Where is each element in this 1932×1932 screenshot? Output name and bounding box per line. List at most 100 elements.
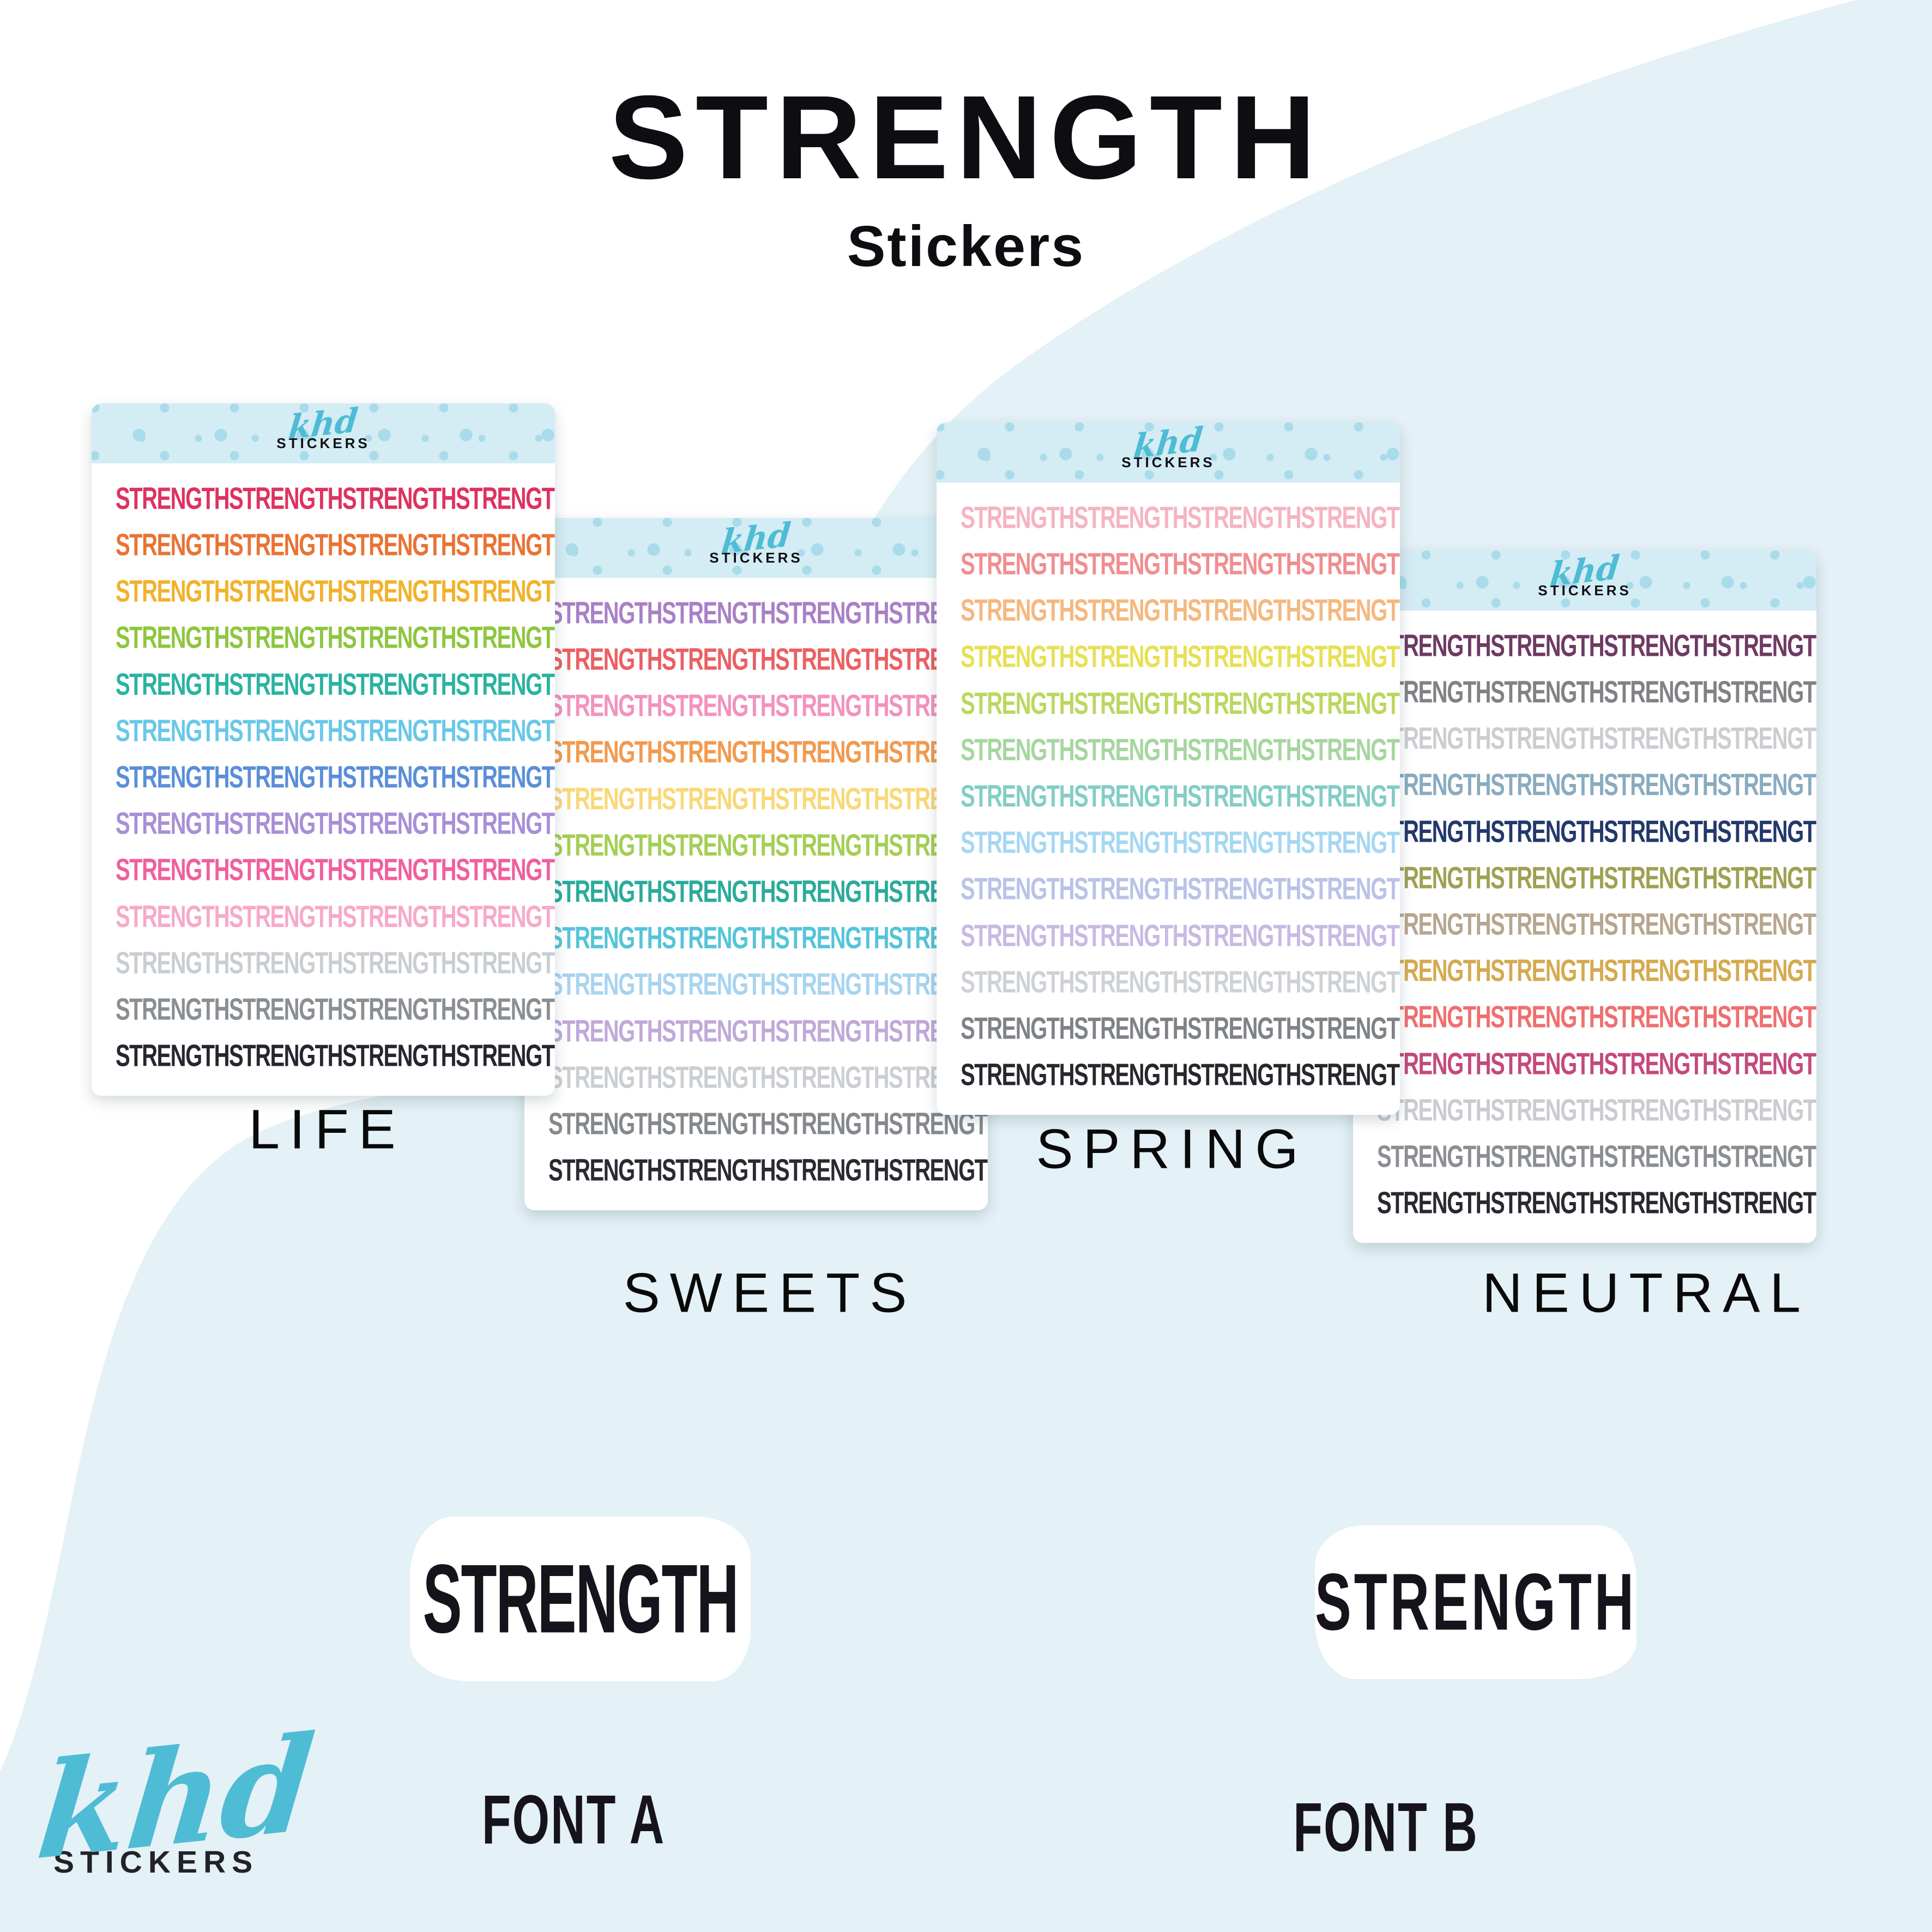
sticker-word: STRENGTH bbox=[1187, 640, 1302, 674]
sticker-word: STRENGTH bbox=[342, 946, 457, 981]
sticker-word: STRENGTH bbox=[342, 807, 457, 841]
sticker-word: STRENGTH bbox=[1604, 907, 1718, 942]
stickers-wordmark: STICKERS bbox=[1121, 454, 1215, 470]
sticker-word: STRENGTH bbox=[1301, 919, 1400, 953]
sticker-word: STRENGTH bbox=[1717, 721, 1816, 756]
sticker-word: STRENGTH bbox=[662, 828, 776, 863]
sticker-word: STRENGTH bbox=[116, 621, 230, 655]
sheet-header-dots-band: khd STICKERS bbox=[937, 422, 1400, 482]
page-subtitle: Stickers bbox=[847, 214, 1085, 279]
sticker-word: STRENGTH bbox=[662, 735, 776, 770]
sticker-word: STRENGTH bbox=[456, 667, 555, 702]
sticker-word: STRENGTH bbox=[229, 807, 343, 841]
sticker-word: STRENGTH bbox=[456, 992, 555, 1027]
khd-logo: khd STICKERS bbox=[1121, 422, 1215, 470]
stickers-wordmark: STICKERS bbox=[709, 550, 803, 566]
sticker-word: STRENGTH bbox=[1717, 954, 1816, 988]
sticker-word: STRENGTH bbox=[456, 946, 555, 981]
sticker-word: STRENGTH bbox=[116, 528, 230, 563]
sticker-word: STRENGTH bbox=[229, 899, 343, 934]
khd-script-wordmark: khd bbox=[1132, 422, 1205, 467]
sticker-word: STRENGTH bbox=[1490, 1139, 1605, 1174]
sticker-word: STRENGTH bbox=[662, 1014, 776, 1048]
sticker-word: STRENGTH bbox=[1490, 1000, 1605, 1035]
sticker-word: STRENGTH bbox=[961, 919, 1075, 953]
sticker-word: STRENGTH bbox=[1490, 675, 1605, 710]
sticker-word: STRENGTH bbox=[961, 686, 1075, 721]
sticker-word: STRENGTH bbox=[1301, 547, 1400, 582]
sticker-word: STRENGTH bbox=[116, 899, 230, 934]
sticker-word: STRENGTH bbox=[548, 1107, 663, 1142]
sticker-word: STRENGTH bbox=[342, 992, 457, 1027]
sticker-word: STRENGTH bbox=[1301, 593, 1400, 628]
sticker-word: STRENGTH bbox=[961, 500, 1075, 535]
sticker-word: STRENGTH bbox=[456, 899, 555, 934]
sticker-word: STRENGTH bbox=[1490, 1186, 1605, 1221]
diecut-sticker-font-a: STRENGTH bbox=[410, 1517, 751, 1681]
sticker-word: STRENGTH bbox=[1187, 733, 1302, 768]
sticker-word: STRENGTH bbox=[116, 1039, 230, 1073]
sticker-word: STRENGTH bbox=[1717, 768, 1816, 802]
sticker-word: STRENGTH bbox=[548, 921, 663, 956]
sticker-word: STRENGTH bbox=[775, 968, 890, 1002]
sticker-word: STRENGTH bbox=[229, 1039, 343, 1073]
font-a-label: FONT A bbox=[481, 1780, 666, 1859]
sticker-word: STRENGTH bbox=[229, 528, 343, 563]
sticker-sheet-life: khd STICKERS STRENGTH STRENGTH STRENGTH STR… bbox=[92, 403, 555, 1096]
sticker-word: STRENGTH bbox=[1490, 721, 1605, 756]
sticker-word: STRENGTH bbox=[1187, 1058, 1302, 1092]
sticker-word: STRENGTH bbox=[1604, 1047, 1718, 1081]
sticker-word: STRENGTH bbox=[456, 853, 555, 887]
sticker-word: STRENGTH bbox=[229, 667, 343, 702]
diecut-word-font-a: STRENGTH bbox=[422, 1543, 739, 1653]
sticker-word: STRENGTH bbox=[1301, 826, 1400, 860]
sticker-word: STRENGTH bbox=[1074, 872, 1188, 907]
sticker-word: STRENGTH bbox=[1717, 1000, 1816, 1035]
sheet-header-dots-band: khd STICKERS bbox=[524, 518, 988, 578]
sticker-word: STRENGTH bbox=[1377, 1139, 1492, 1174]
sheet-label-sweets: SWEETS bbox=[623, 1261, 917, 1324]
sticker-sheet-neutral: khd STICKERS STRENGTH STRENGTH STRENGTH STR… bbox=[1353, 551, 1816, 1243]
sticker-word: STRENGTH bbox=[1074, 547, 1188, 582]
sticker-word: STRENGTH bbox=[229, 853, 343, 887]
sticker-word: STRENGTH bbox=[961, 965, 1075, 1000]
sticker-word: STRENGTH bbox=[116, 992, 230, 1027]
sticker-word: STRENGTH bbox=[229, 760, 343, 795]
sticker-word: STRENGTH bbox=[456, 760, 555, 795]
sticker-word: STRENGTH bbox=[1490, 768, 1605, 802]
font-b-label: FONT B bbox=[1293, 1788, 1478, 1867]
sticker-word: STRENGTH bbox=[229, 992, 343, 1027]
sticker-word: STRENGTH bbox=[1490, 1047, 1605, 1081]
sticker-word: STRENGTH bbox=[1604, 1000, 1718, 1035]
sticker-word: STRENGTH bbox=[548, 1154, 663, 1188]
sticker-word: STRENGTH bbox=[1074, 919, 1188, 953]
